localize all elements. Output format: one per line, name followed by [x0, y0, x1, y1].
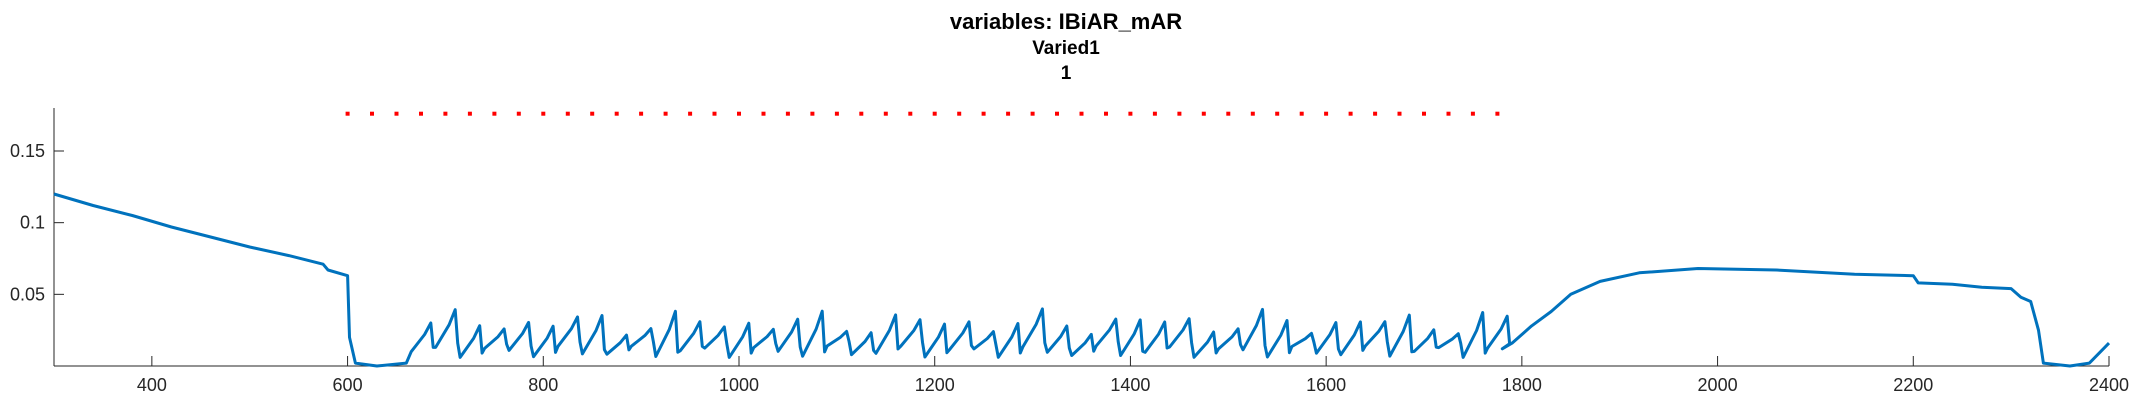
marker-point	[443, 111, 448, 116]
chart-subtitle-line-2: 1	[1061, 63, 1072, 84]
chart-subtitle-line-1: Varied1	[1032, 38, 1100, 59]
marker-point	[1104, 111, 1108, 116]
marker-point	[1397, 111, 1402, 116]
marker-point	[1495, 111, 1500, 116]
x-tick-label: 600	[333, 375, 363, 395]
x-tick-label: 400	[137, 375, 167, 395]
marker-point	[932, 111, 937, 116]
marker-point	[1373, 111, 1378, 116]
marker-point	[1177, 111, 1182, 116]
marker-point	[1030, 111, 1035, 116]
marker-point	[1079, 111, 1084, 116]
x-tick-label: 1600	[1306, 375, 1346, 395]
x-tick-label: 1800	[1502, 375, 1542, 395]
chart-title-group: variables: IBiAR_mAR Varied1 1	[950, 9, 1182, 84]
marker-point	[541, 111, 546, 116]
marker-point	[688, 111, 693, 116]
marker-point	[1470, 111, 1475, 116]
axes: 400 600 800 1000 1200 1400 1600 1800 2000 2200 240…	[10, 108, 2129, 395]
x-tick-label: 800	[528, 375, 558, 395]
marker-point	[981, 111, 986, 116]
marker-point	[1152, 111, 1157, 116]
marker-point	[1201, 111, 1206, 116]
marker-point	[1250, 111, 1255, 116]
series-line	[53, 192, 2111, 368]
marker-point	[565, 111, 570, 116]
x-tick-label: 1200	[915, 375, 955, 395]
marker-point	[663, 111, 668, 116]
x-tick-label: 2200	[1893, 375, 1933, 395]
marker-point	[1348, 111, 1353, 116]
marker-point	[467, 111, 472, 116]
x-tick-label: 1000	[719, 375, 759, 395]
marker-point	[883, 111, 888, 116]
marker-point	[1128, 111, 1133, 116]
marker-point	[1006, 111, 1011, 116]
marker-point	[810, 111, 815, 116]
marker-point	[345, 111, 350, 116]
x-tick-label: 1400	[1110, 375, 1150, 395]
marker-point	[1446, 111, 1451, 116]
x-tick-label: 2000	[1698, 375, 1738, 395]
y-tick-label: 0.05	[10, 284, 45, 304]
marker-point	[1422, 111, 1426, 116]
marker-point	[785, 111, 790, 116]
marker-point	[394, 111, 399, 116]
plot-marks	[53, 111, 2111, 368]
marker-point	[1324, 111, 1329, 116]
marker-point	[419, 111, 423, 116]
chart-title: variables: IBiAR_mAR	[950, 9, 1182, 34]
marker-point	[737, 111, 741, 116]
marker-point	[834, 111, 839, 116]
marker-point	[516, 111, 521, 116]
marker-point	[590, 111, 595, 116]
y-tick-label: 0.1	[20, 213, 45, 233]
x-tick-label: 2400	[2089, 375, 2129, 395]
marker-point	[614, 111, 619, 116]
marker-point	[712, 111, 717, 116]
marker-point	[761, 111, 766, 116]
marker-point	[492, 111, 497, 116]
marker-point	[370, 111, 374, 116]
marker-point	[957, 111, 962, 116]
marker-point	[908, 111, 913, 116]
marker-point	[639, 111, 644, 116]
marker-point	[1275, 111, 1280, 116]
marker-point	[859, 111, 864, 116]
marker-point	[1055, 111, 1059, 116]
marker-point	[1226, 111, 1231, 116]
marker-point	[1299, 111, 1304, 116]
y-tick-label: 0.15	[10, 141, 45, 161]
